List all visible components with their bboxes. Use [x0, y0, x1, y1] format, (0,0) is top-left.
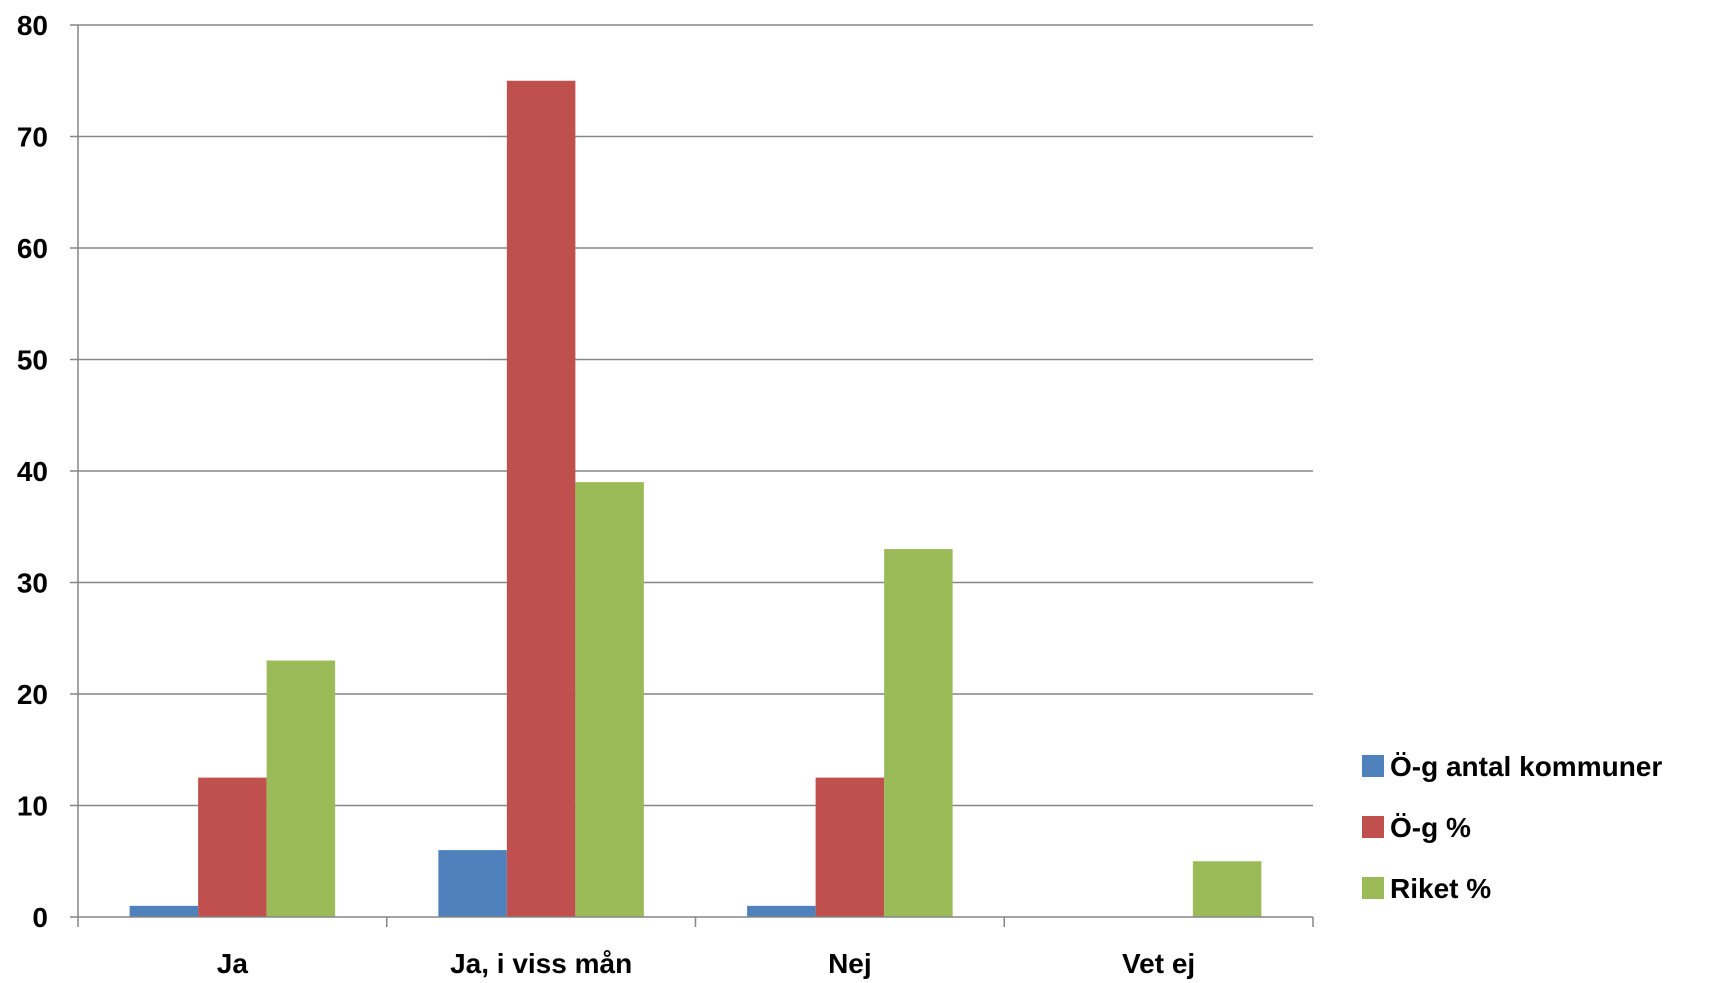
- y-tick-label: 40: [17, 456, 48, 487]
- bar-series-1-category-0: [198, 778, 267, 917]
- bar-series-0-category-2: [747, 906, 816, 917]
- y-tick-label: 10: [17, 791, 48, 822]
- legend-swatch: [1362, 816, 1384, 838]
- legend-label: Ö-g %: [1390, 812, 1471, 843]
- x-tick-label: Ja, i viss mån: [450, 948, 632, 979]
- x-tick-label: Vet ej: [1122, 948, 1195, 979]
- y-tick-label: 80: [17, 10, 48, 41]
- bar-series-1-category-2: [816, 778, 885, 917]
- bar-series-1-category-1: [507, 81, 576, 917]
- y-tick-label: 20: [17, 679, 48, 710]
- bar-series-2-category-2: [884, 549, 953, 917]
- x-axis-ticks: Ja Ja, i viss mån Nej Vet ej: [78, 917, 1313, 979]
- legend-swatch: [1362, 877, 1384, 899]
- legend-label: Ö-g antal kommuner: [1390, 751, 1662, 782]
- y-tick-label: 60: [17, 233, 48, 264]
- bar-series-2-category-1: [575, 482, 644, 917]
- y-tick-label: 50: [17, 345, 48, 376]
- gridlines: [78, 25, 1313, 806]
- y-tick-label: 70: [17, 122, 48, 153]
- y-tick-label: 30: [17, 568, 48, 599]
- bar-series-2-category-0: [267, 661, 336, 917]
- legend: Ö-g antal kommuner Ö-g % Riket %: [1362, 751, 1662, 904]
- bar-series-0-category-1: [438, 850, 507, 917]
- x-tick-label: Ja: [217, 948, 249, 979]
- y-axis-ticks: 0 10 20 30 40 50 60 70 80: [17, 10, 78, 933]
- y-tick-label: 0: [32, 902, 48, 933]
- legend-label: Riket %: [1390, 873, 1491, 904]
- x-tick-label: Nej: [828, 948, 872, 979]
- bars: [130, 81, 1262, 917]
- legend-swatch: [1362, 755, 1384, 777]
- bar-series-2-category-3: [1193, 861, 1262, 917]
- bar-series-0-category-0: [130, 906, 199, 917]
